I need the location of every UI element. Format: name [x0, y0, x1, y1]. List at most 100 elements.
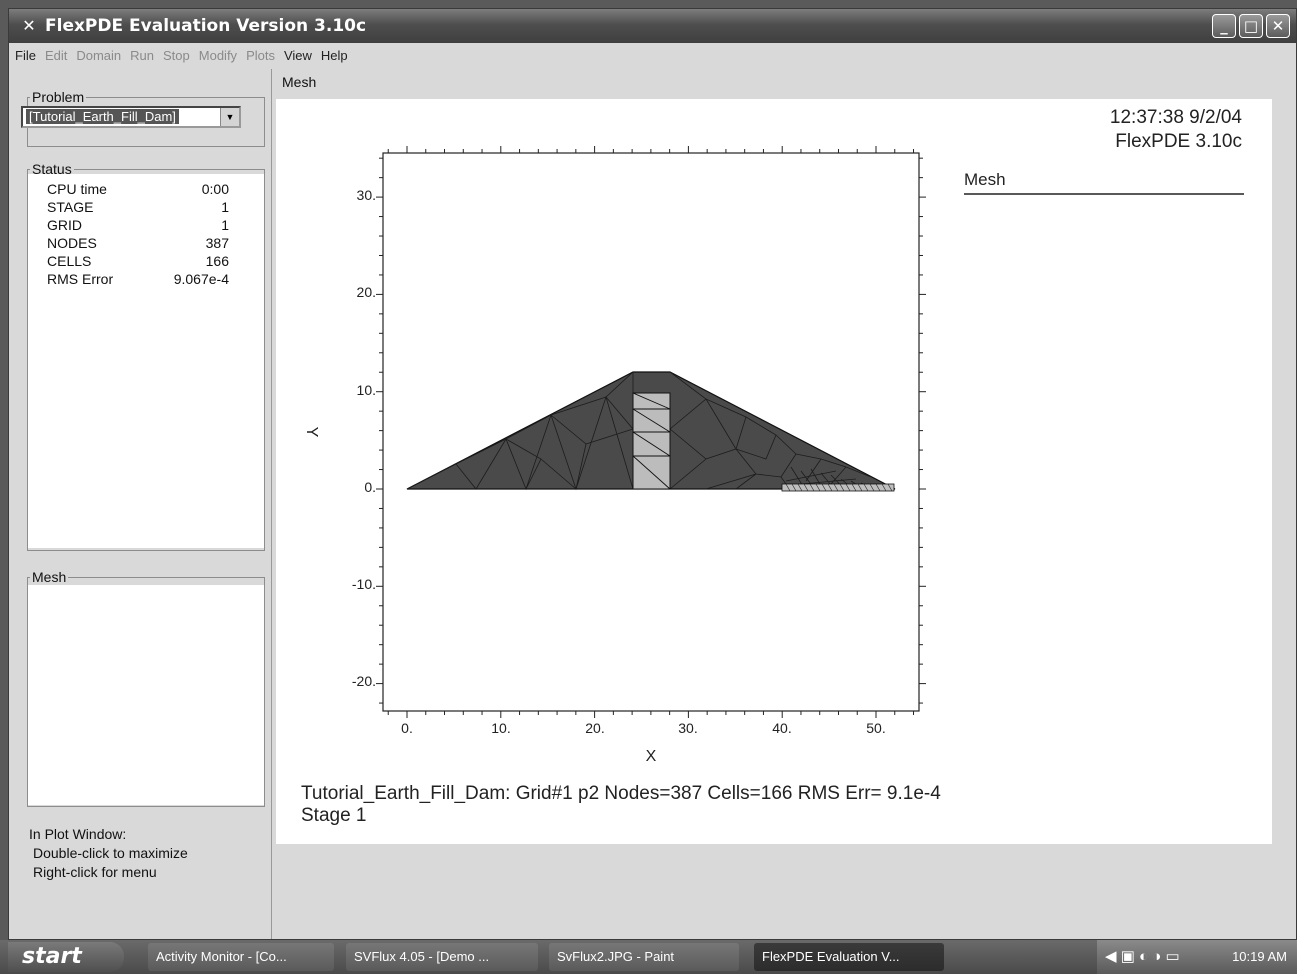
- problem-value: [Tutorial_Earth_Fill_Dam]: [26, 109, 179, 124]
- dam-core: [632, 392, 671, 490]
- app-icon: ✕: [22, 16, 36, 35]
- status-value: 387: [205, 235, 229, 251]
- task-svflux[interactable]: SVFlux 4.05 - [Demo ...: [346, 943, 538, 971]
- minimize-button[interactable]: _: [1212, 14, 1236, 38]
- status-row-nodes: NODES 387: [31, 234, 243, 252]
- status-row-grid: GRID 1: [31, 216, 243, 234]
- menu-help[interactable]: Help: [320, 47, 348, 63]
- y-axis-label: Y: [303, 427, 320, 438]
- task-flexpde[interactable]: FlexPDE Evaluation V...: [754, 943, 944, 971]
- status-key: GRID: [47, 217, 82, 233]
- plot-timestamp: 12:37:38 9/2/04: [1109, 107, 1242, 128]
- plot-version: FlexPDE 3.10c: [1115, 131, 1242, 152]
- foundation-mesh-line: [785, 483, 791, 492]
- y-tick-label: 30.: [357, 187, 376, 203]
- menu-bar: File Edit Domain Run Stop Modify Plots V…: [9, 43, 1296, 67]
- x-tick-label: 10.: [491, 720, 510, 736]
- clock: 10:19 AM: [1232, 949, 1287, 964]
- plot-legend-label: Mesh: [964, 170, 1006, 189]
- status-row-cells: CELLS 166: [31, 252, 243, 270]
- plot-frame-legend: Mesh: [282, 74, 317, 90]
- hint-title: In Plot Window:: [29, 826, 127, 842]
- maximize-button[interactable]: □: [1239, 14, 1263, 38]
- system-tray: ◀ ▣ ◐ ◑ ▭ 10:19 AM: [1097, 940, 1297, 974]
- status-key: STAGE: [47, 199, 94, 215]
- foundation-mesh-line: [845, 483, 851, 492]
- menu-modify[interactable]: Modify: [198, 47, 238, 63]
- status-row-cpu: CPU time 0:00: [31, 180, 243, 198]
- x-axis-label: X: [646, 748, 657, 765]
- foundation-mesh-line: [809, 483, 815, 492]
- foundation-mesh-line: [869, 483, 875, 492]
- status-value: 9.067e-4: [173, 271, 229, 287]
- y-tick-label: -20.: [352, 673, 376, 689]
- foundation-mesh-line: [851, 483, 857, 492]
- plot-window[interactable]: 12:37:38 9/2/04 FlexPDE 3.10c Mesh 0. 10…: [276, 99, 1272, 844]
- core-mesh: [632, 392, 671, 490]
- y-tick-label: 10.: [357, 382, 376, 398]
- mesh-thumbnail[interactable]: [27, 585, 265, 805]
- status-value: 1: [221, 217, 229, 233]
- status-background: [27, 174, 265, 548]
- plot-stage: Stage 1: [301, 805, 367, 826]
- status-row-stage: STAGE 1: [31, 198, 243, 216]
- status-value: 1: [221, 199, 229, 215]
- foundation-mesh-line: [821, 483, 827, 492]
- foundation-mesh-line: [839, 483, 845, 492]
- menu-domain[interactable]: Domain: [76, 47, 122, 63]
- foundation-mesh-line: [803, 483, 809, 492]
- foundation-mesh-line: [863, 483, 869, 492]
- y-tick-label: 0.: [364, 479, 376, 495]
- status-group: Status: [27, 161, 265, 551]
- status-value: 166: [205, 253, 229, 269]
- start-button[interactable]: start: [8, 942, 124, 972]
- menu-file[interactable]: File: [15, 47, 36, 63]
- menu-view[interactable]: View: [283, 47, 312, 63]
- x-tick-label: 30.: [678, 720, 697, 736]
- status-key: CPU time: [47, 181, 107, 197]
- status-key: RMS Error: [47, 271, 114, 287]
- task-paint[interactable]: SvFlux2.JPG - Paint: [549, 943, 739, 971]
- menu-stop[interactable]: Stop: [163, 47, 190, 63]
- foundation-mesh-line: [857, 483, 863, 492]
- y-tick-label: -10.: [352, 576, 376, 592]
- x-tick-label: 0.: [401, 720, 413, 736]
- hint-right-click: Right-click for menu: [33, 864, 157, 880]
- status-row-rms: RMS Error 9.067e-4: [31, 270, 243, 288]
- problem-legend: Problem: [32, 89, 85, 105]
- taskbar: start Activity Monitor - [Co... SVFlux 4…: [0, 940, 1297, 974]
- start-label: start: [22, 944, 82, 969]
- status-value: 0:00: [201, 181, 229, 197]
- x-tick-label: 40.: [772, 720, 791, 736]
- mesh-plot[interactable]: Mesh 0. 10. 20. 30. 40. 50. 30. 20. 10. …: [276, 99, 1272, 844]
- status-legend: Status: [32, 161, 72, 177]
- mesh-group: Mesh: [27, 569, 265, 807]
- foundation-mesh-line: [791, 483, 797, 492]
- foundation-mesh-line: [875, 483, 881, 492]
- foundation-mesh-line: [881, 483, 887, 492]
- tray-icons[interactable]: ◀ ▣ ◐ ◑ ▭: [1105, 948, 1180, 965]
- left-panel: Problem [Tutorial_Earth_Fill_Dam] ▼ Stat…: [9, 69, 269, 939]
- mesh-legend: Mesh: [32, 569, 67, 585]
- plot-caption: Tutorial_Earth_Fill_Dam: Grid#1 p2 Nodes…: [301, 783, 941, 804]
- task-activity-monitor[interactable]: Activity Monitor - [Co...: [148, 943, 334, 971]
- menu-edit[interactable]: Edit: [44, 47, 68, 63]
- chevron-down-icon[interactable]: ▼: [220, 108, 239, 126]
- foundation-mesh-line: [815, 483, 821, 492]
- hint-double-click: Double-click to maximize: [33, 845, 188, 861]
- menu-run[interactable]: Run: [130, 47, 155, 63]
- x-tick-label: 50.: [866, 720, 885, 736]
- problem-select[interactable]: [Tutorial_Earth_Fill_Dam] ▼: [21, 106, 241, 128]
- window-title: FlexPDE Evaluation Version 3.10c: [45, 16, 367, 36]
- foundation-mesh-line: [887, 483, 893, 492]
- x-tick-label: 20.: [585, 720, 604, 736]
- status-key: CELLS: [47, 253, 92, 269]
- close-button[interactable]: ✕: [1266, 14, 1290, 38]
- plot-panel: Mesh 12:37:38 9/2/04 FlexPDE 3.10c Mesh …: [271, 69, 1296, 939]
- foundation-mesh: [785, 483, 893, 492]
- foundation-mesh-line: [833, 483, 839, 492]
- foundation-mesh-line: [797, 483, 803, 492]
- menu-plots[interactable]: Plots: [246, 47, 275, 63]
- status-key: NODES: [47, 235, 97, 251]
- title-bar[interactable]: ✕ FlexPDE Evaluation Version 3.10c _ □ ✕: [9, 9, 1296, 43]
